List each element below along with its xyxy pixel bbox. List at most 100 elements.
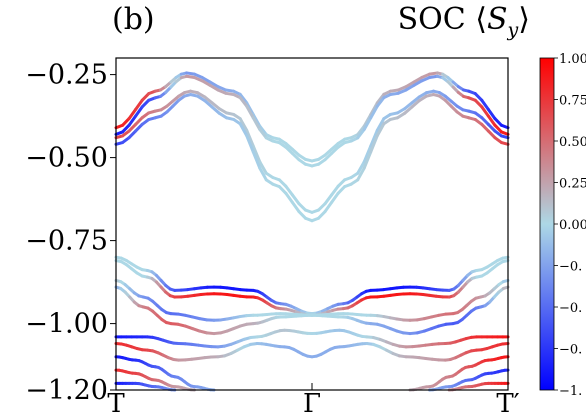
band-segment — [134, 116, 144, 126]
band-segment — [245, 104, 255, 120]
chart-title: SOC ⟨Sy⟩ — [398, 2, 530, 41]
band-segment — [317, 210, 327, 220]
band-segment — [404, 80, 416, 89]
band-segment — [375, 122, 386, 138]
band-segment — [412, 76, 424, 84]
band-segment — [238, 92, 249, 105]
colorbar: 1.00 0.75 0.50 0.25 0.00 −0. −0. −0. −1. — [539, 52, 586, 399]
band-segment — [203, 99, 214, 109]
band-segment — [356, 127, 366, 140]
band-segment — [290, 151, 301, 162]
band-segment — [200, 79, 212, 87]
colorbar-tick-label: 0.50 — [559, 135, 586, 150]
band-segment — [356, 166, 366, 182]
band-segment — [210, 105, 221, 115]
band-segment — [290, 193, 301, 206]
band-segment — [258, 127, 268, 140]
band-7 — [114, 278, 510, 322]
band-segment — [258, 166, 268, 182]
band-segment — [501, 259, 510, 264]
axes-layer: −0.25 −0.50 −0.75 −1.00 −1.20 T Γ T′ — [25, 57, 520, 413]
band-segment — [277, 185, 288, 195]
band-segment — [412, 79, 424, 87]
band-segment — [473, 98, 484, 109]
band-segment — [121, 117, 131, 127]
band-segment — [499, 123, 510, 130]
band-segment — [140, 92, 151, 102]
band-segment — [375, 96, 386, 108]
y-tick-label: −0.25 — [25, 60, 108, 91]
band-segment — [284, 184, 294, 197]
band-segment — [127, 129, 138, 140]
band-segment — [499, 141, 510, 146]
title-open-bracket: ⟨ — [475, 2, 487, 37]
band-segment — [499, 130, 510, 136]
band-segment — [290, 200, 301, 214]
colorbar-tick-label: −1. — [559, 384, 582, 399]
title-prefix: SOC — [397, 2, 466, 37]
band-segment — [238, 96, 249, 108]
y-tick-label: −1.20 — [25, 375, 108, 406]
band-segment — [362, 112, 373, 128]
band-segment — [210, 101, 221, 111]
colorbar-tick-label: −0. — [559, 301, 582, 316]
band-8 — [114, 285, 510, 336]
band-segment — [480, 116, 490, 126]
band-segment — [140, 98, 151, 109]
band-segment — [362, 116, 373, 131]
band-segment — [203, 95, 214, 105]
band-segment — [480, 122, 490, 133]
band-segment — [251, 150, 262, 170]
band-5 — [114, 255, 510, 316]
band-segment — [375, 92, 386, 105]
band-segment — [258, 124, 268, 137]
band-segment — [501, 278, 510, 284]
band-segment — [369, 104, 379, 120]
band-2 — [114, 74, 510, 168]
band-segment — [493, 117, 503, 127]
band-segment — [486, 122, 497, 133]
band-segment — [336, 185, 347, 195]
band-3 — [114, 89, 510, 214]
band-segment — [369, 134, 379, 154]
colorbar-tick-label: 0.75 — [559, 94, 586, 109]
band-segment — [362, 150, 373, 170]
y-tick-label: −1.00 — [25, 309, 108, 340]
band-segment — [403, 101, 414, 111]
band-segment — [297, 202, 307, 212]
band-segment — [501, 285, 510, 290]
band-segment — [356, 124, 366, 137]
band-segment — [238, 122, 249, 138]
y-tick-label: −0.75 — [25, 226, 108, 257]
colorbar-tick-label: −0. — [559, 343, 582, 358]
band-10 — [114, 342, 510, 362]
band-segment — [480, 105, 490, 118]
band-12 — [114, 368, 196, 392]
band-segment — [277, 178, 288, 188]
band-segment — [375, 117, 386, 132]
band-segment — [127, 107, 138, 121]
bands-layer — [114, 71, 510, 392]
band-segment — [323, 200, 334, 214]
colorbar-tick-label: −0. — [559, 260, 582, 275]
colorbar-tick-label: 0.25 — [559, 177, 586, 192]
band-segment — [486, 129, 497, 140]
band-segment — [362, 144, 373, 164]
title-subscript: y — [507, 19, 519, 41]
title-close-bracket: ⟩ — [518, 2, 530, 37]
band-segment — [330, 184, 340, 197]
band-6 — [114, 259, 510, 317]
colorbar-tick-label: 0.00 — [559, 218, 586, 233]
band-4 — [114, 93, 510, 223]
band-segment — [323, 151, 334, 162]
panel-label: (b) — [112, 2, 155, 37]
band-segment — [134, 122, 144, 133]
plot-frame — [115, 57, 509, 391]
colorbar-tick-label: 1.00 — [559, 52, 586, 67]
band-segment — [501, 255, 510, 260]
title-symbol: S — [486, 2, 508, 37]
band-segment — [121, 123, 131, 134]
band-11 — [114, 355, 216, 392]
band-segment — [356, 160, 366, 175]
